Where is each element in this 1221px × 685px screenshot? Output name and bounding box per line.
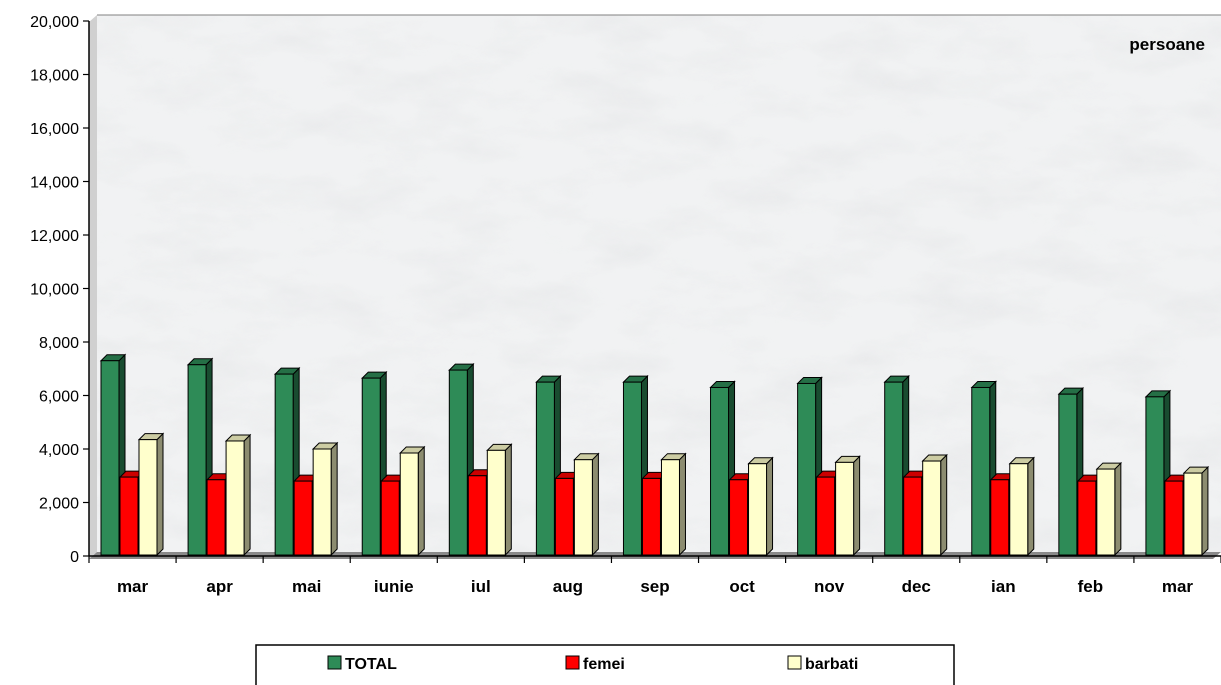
bar [1008, 456, 1035, 557]
bar-front [1096, 468, 1116, 556]
bar-front [622, 381, 642, 556]
x-tick-label: mar [1162, 577, 1194, 596]
y-tick-label: 4,000 [39, 442, 79, 459]
y-tick-label: 10,000 [30, 282, 79, 299]
legend-swatch [327, 655, 342, 670]
legend: TOTAL femei barbati [255, 644, 955, 685]
bar [970, 380, 997, 557]
bar-front [138, 439, 158, 556]
x-tick-label: mai [292, 577, 321, 596]
bar-front [922, 460, 942, 556]
x-tick-label: iul [471, 577, 491, 596]
legend-label: femei [583, 656, 625, 673]
bar-front [274, 373, 294, 556]
bar-front [573, 459, 593, 556]
bar-front [884, 381, 904, 556]
bar-front [100, 360, 120, 556]
bar-front [1009, 463, 1029, 556]
bar [747, 456, 774, 557]
y-tick-label: 18,000 [30, 68, 79, 85]
y-tick-label: 14,000 [30, 175, 79, 192]
legend-box [255, 644, 955, 685]
bar-front [1058, 393, 1078, 556]
legend-swatch [787, 655, 802, 670]
bar-front [1077, 480, 1097, 556]
legend-swatch [565, 655, 580, 670]
bar-front [748, 463, 768, 556]
bar [883, 374, 910, 557]
bar-front [971, 386, 991, 556]
y-tick-label: 2,000 [39, 496, 79, 513]
bar-front [312, 448, 332, 556]
bar [486, 443, 513, 557]
bar-front [225, 440, 245, 556]
bar-front [835, 461, 855, 556]
unit-label: persoane [1129, 35, 1205, 54]
bar-front [641, 477, 661, 556]
x-tick-label: ian [991, 577, 1016, 596]
y-tick-label: 16,000 [30, 121, 79, 138]
x-tick-label: sep [640, 577, 669, 596]
bar-front [816, 476, 836, 556]
x-tick-label: iunie [374, 577, 414, 596]
y-tick-label: 20,000 [30, 14, 79, 31]
bar-front [206, 479, 226, 556]
bar-front [467, 475, 487, 556]
x-axis: mar apr mai iunie iul aug sep oct nov dec ian feb ma… [88, 555, 1221, 596]
bar [1095, 461, 1123, 557]
bar [573, 452, 600, 557]
bar-front [1145, 396, 1165, 556]
bar-front [660, 459, 680, 556]
y-tick-label: 6,000 [39, 389, 79, 406]
bar-front [1164, 480, 1184, 556]
x-tick-label: mar [117, 577, 149, 596]
bar [311, 441, 339, 557]
y-axis: 0 2,000 4,000 6,000 8,000 10,000 12,000 14,000 1… [30, 14, 90, 566]
bar-front [293, 480, 313, 556]
bar [273, 366, 301, 557]
y-tick-label: 12,000 [30, 228, 79, 245]
legend-item-femei: femei [565, 655, 625, 673]
bars-group [99, 353, 1210, 557]
legend-item-barbati: barbati [787, 655, 858, 673]
bar-front [990, 479, 1010, 556]
legend-item-total: TOTAL [327, 655, 397, 673]
bar-front [380, 480, 400, 556]
x-tick-label: nov [814, 577, 845, 596]
bar [921, 453, 948, 557]
x-tick-label: aug [553, 577, 583, 596]
x-tick-label: oct [729, 577, 755, 596]
bar-front [399, 452, 419, 556]
x-tick-label: dec [902, 577, 931, 596]
bar [660, 452, 687, 557]
side-wall [89, 15, 97, 559]
y-tick-label: 0 [70, 549, 79, 566]
bar-front [797, 382, 817, 556]
y-tick-label: 8,000 [39, 335, 79, 352]
bar-front [1183, 472, 1203, 556]
bar-front [554, 477, 574, 556]
bar-front [119, 476, 139, 556]
bar-front [710, 386, 730, 556]
legend-label: barbati [805, 656, 858, 673]
series-barbati [137, 432, 1210, 557]
bar-front [729, 479, 749, 556]
bar [399, 445, 426, 557]
x-tick-label: feb [1078, 577, 1104, 596]
bar-front [448, 369, 468, 556]
bar-front [486, 449, 506, 556]
x-tick-label: apr [206, 577, 233, 596]
bar [224, 433, 252, 557]
bar-front [187, 364, 207, 556]
series-total [99, 353, 1172, 557]
legend-label: TOTAL [345, 656, 397, 673]
bar [834, 455, 861, 557]
bar [137, 432, 165, 557]
bar-front [903, 476, 923, 556]
bar [1182, 465, 1210, 557]
bar-front [535, 381, 555, 556]
bar-front [361, 377, 381, 556]
